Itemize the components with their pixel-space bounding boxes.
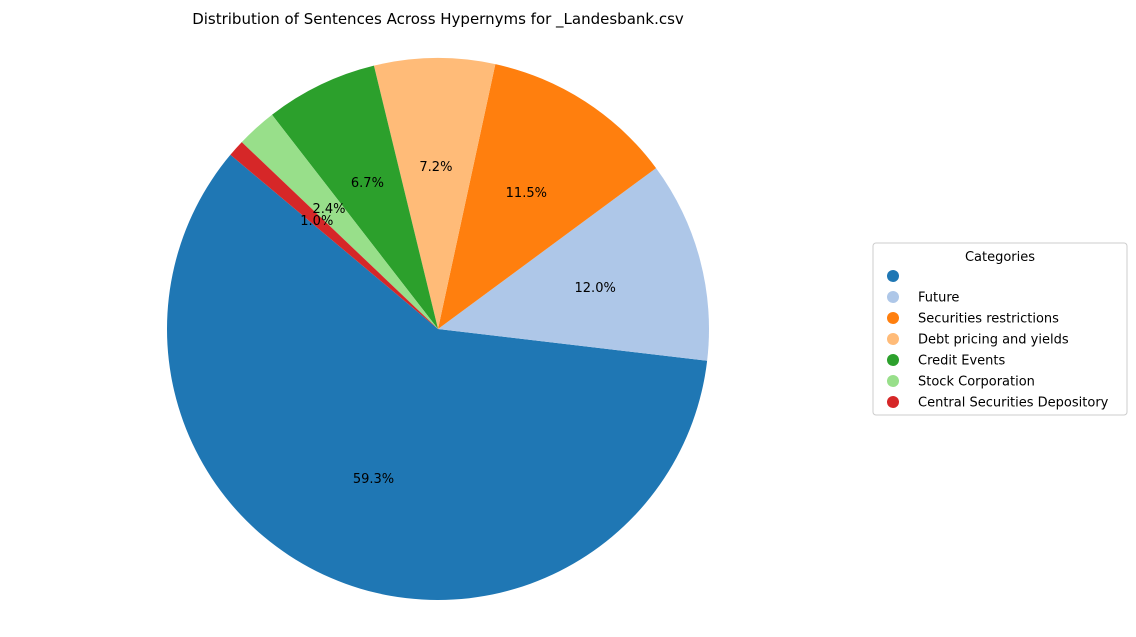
pie-slice-2 [438, 64, 657, 330]
legend-label-4: Credit Events [918, 354, 1005, 369]
legend-marker-2 [887, 312, 899, 324]
legend-marker-4 [887, 354, 899, 366]
legend-label-3: Debt pricing and yields [918, 333, 1069, 348]
slice-percent-label-5: 2.4% [312, 202, 345, 217]
legend-label-1: Future [918, 291, 959, 306]
legend-label-2: Securities restrictions [918, 312, 1059, 327]
slice-percent-label-2: 11.5% [506, 186, 547, 201]
legend-marker-6 [887, 396, 899, 408]
legend-marker-0 [887, 270, 899, 282]
pie-percent-labels: 59.3% 12.0% 11.5% 7.2% 6.7% 2.4%1.0% [300, 160, 616, 487]
slice-percent-label-3: 7.2% [419, 160, 452, 175]
pie-slice-3 [373, 58, 496, 330]
legend-title: Categories [965, 250, 1035, 265]
legend-marker-3 [887, 333, 899, 345]
slice-percent-label-1: 12.0% [575, 281, 616, 296]
pie-slice-4 [272, 65, 438, 329]
slice-percent-label-4: 6.7% [351, 176, 384, 191]
chart-title: Distribution of Sentences Across Hyperny… [192, 10, 684, 29]
pie-slices [167, 58, 709, 600]
legend-marker-5 [887, 375, 899, 387]
legend: Categories Future Securities restrictions… [872, 242, 1128, 416]
slice-percent-label-0: 59.3% [353, 472, 394, 487]
legend-frame [872, 242, 1128, 416]
legend-label-5: Stock Corporation [918, 375, 1035, 390]
pie-slice-0 [167, 154, 708, 600]
pie-slice-5 [241, 114, 438, 329]
pie-slice-1 [438, 168, 709, 361]
slice-percent-label-6: 1.0% [300, 214, 333, 229]
legend-label-6: Central Securities Depository [918, 396, 1109, 411]
legend-marker-1 [887, 291, 899, 303]
pie-slice-6 [230, 142, 438, 329]
